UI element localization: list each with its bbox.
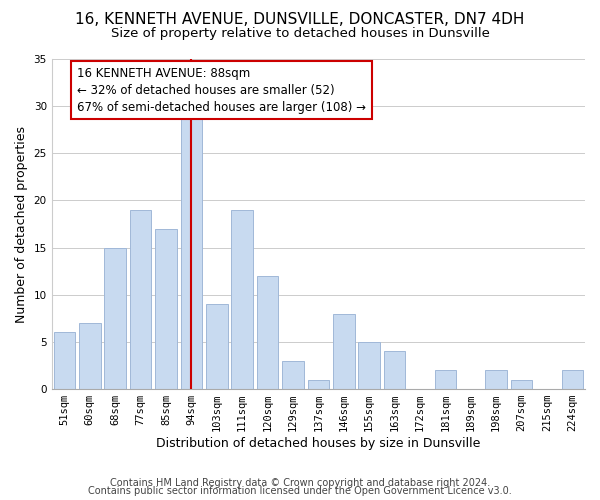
X-axis label: Distribution of detached houses by size in Dunsville: Distribution of detached houses by size … xyxy=(156,437,481,450)
Text: Contains HM Land Registry data © Crown copyright and database right 2024.: Contains HM Land Registry data © Crown c… xyxy=(110,478,490,488)
Text: 16 KENNETH AVENUE: 88sqm
← 32% of detached houses are smaller (52)
67% of semi-d: 16 KENNETH AVENUE: 88sqm ← 32% of detach… xyxy=(77,66,366,114)
Bar xyxy=(434,370,456,389)
Text: Contains public sector information licensed under the Open Government Licence v3: Contains public sector information licen… xyxy=(88,486,512,496)
Bar xyxy=(511,380,532,389)
Bar xyxy=(206,304,227,389)
Bar xyxy=(181,116,202,389)
Bar xyxy=(384,352,406,389)
Bar xyxy=(308,380,329,389)
Bar xyxy=(562,370,583,389)
Bar xyxy=(79,323,101,389)
Bar xyxy=(358,342,380,389)
Text: 16, KENNETH AVENUE, DUNSVILLE, DONCASTER, DN7 4DH: 16, KENNETH AVENUE, DUNSVILLE, DONCASTER… xyxy=(76,12,524,28)
Bar xyxy=(232,210,253,389)
Bar xyxy=(485,370,507,389)
Y-axis label: Number of detached properties: Number of detached properties xyxy=(15,126,28,322)
Bar xyxy=(53,332,75,389)
Bar xyxy=(333,314,355,389)
Bar xyxy=(104,248,126,389)
Bar xyxy=(130,210,151,389)
Text: Size of property relative to detached houses in Dunsville: Size of property relative to detached ho… xyxy=(110,28,490,40)
Bar xyxy=(155,229,177,389)
Bar xyxy=(282,361,304,389)
Bar xyxy=(257,276,278,389)
